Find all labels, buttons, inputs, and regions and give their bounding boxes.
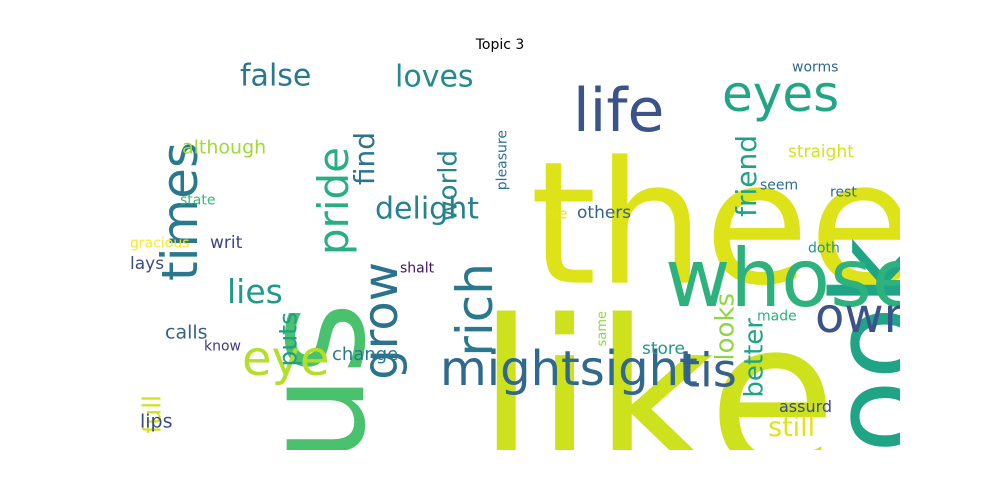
word-puts: puts	[273, 312, 302, 367]
word-same: same	[595, 311, 610, 346]
word-delight: delight	[375, 192, 479, 227]
word-better: better	[739, 318, 769, 398]
word-made: made	[757, 309, 797, 325]
word-own: own	[815, 288, 900, 344]
word-life: life	[573, 76, 664, 146]
word-pride: pride	[309, 147, 358, 255]
word-assurd: assurd	[779, 397, 832, 416]
word-seem: seem	[760, 178, 798, 194]
word-tis: tis	[682, 343, 737, 397]
word-false: false	[240, 62, 311, 94]
word-calls: calls	[165, 322, 208, 344]
word-find: find	[348, 132, 381, 185]
word-shalt: shalt	[400, 261, 435, 277]
word-change: change	[332, 344, 398, 365]
word-worms: worms	[792, 62, 838, 76]
word-straight: straight	[788, 142, 854, 162]
word-eyes: eyes	[722, 65, 839, 123]
word-lays: lays	[130, 254, 164, 274]
word-know: know	[204, 339, 241, 355]
word-times: times	[151, 142, 209, 281]
word-thus: thus	[234, 302, 397, 450]
word-still: still	[768, 412, 815, 443]
word-mightsight: mightsight	[440, 341, 698, 397]
word-doth: doth	[808, 241, 840, 257]
word-writ: writ	[210, 233, 243, 253]
word-state: state	[180, 193, 215, 209]
word-rich: rich	[446, 263, 504, 357]
word-store: store	[642, 339, 685, 359]
word-die: die	[546, 207, 567, 223]
word-full: full	[137, 395, 166, 434]
word-lips: lips	[140, 411, 173, 433]
word-like: like	[477, 275, 837, 450]
word-pleasure: pleasure	[495, 130, 511, 190]
word-looks: looks	[710, 293, 740, 361]
word-whose: whose	[665, 232, 900, 325]
word-loves: loves	[395, 62, 474, 95]
word-others: others	[577, 203, 631, 223]
word-gracious: gracious	[130, 236, 190, 252]
chart-title: Topic 3	[475, 37, 525, 53]
word-rest: rest	[830, 185, 857, 201]
word-friend: friend	[730, 135, 763, 217]
word-although: although	[182, 137, 266, 159]
word-world: world	[433, 150, 463, 222]
word-grow: grow	[353, 262, 409, 380]
word-look: look	[808, 236, 900, 450]
word-thee: thee	[530, 126, 900, 324]
word-eye: eye	[242, 331, 329, 387]
word-lies: lies	[227, 272, 283, 311]
